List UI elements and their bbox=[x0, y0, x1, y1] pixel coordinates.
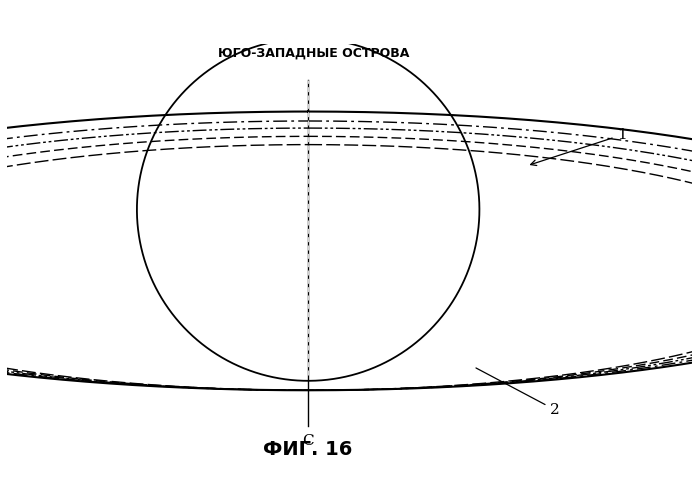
Text: 1: 1 bbox=[531, 128, 628, 166]
Text: ФИГ. 16: ФИГ. 16 bbox=[264, 440, 353, 459]
Text: ЮГО-ЗАПАДНЫЕ ОСТРОВА: ЮГО-ЗАПАДНЫЕ ОСТРОВА bbox=[218, 47, 410, 60]
Text: С: С bbox=[303, 434, 314, 448]
Text: 2: 2 bbox=[476, 368, 560, 417]
